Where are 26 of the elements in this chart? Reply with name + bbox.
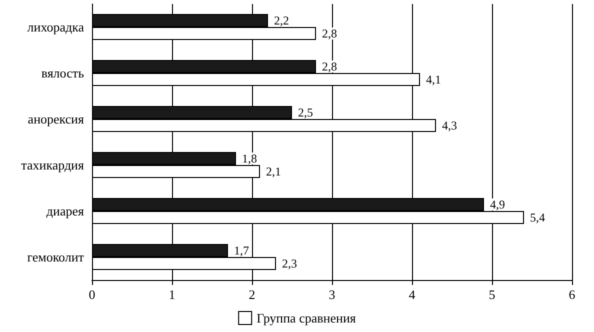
data-label: 1,7 — [234, 244, 249, 258]
x-tick-label: 6 — [568, 287, 576, 302]
data-label: 2,2 — [274, 14, 289, 28]
data-label: 2,8 — [322, 26, 337, 40]
data-label: 2,3 — [282, 256, 297, 270]
x-tick-label: 0 — [88, 287, 96, 302]
data-label: 4,3 — [442, 118, 457, 132]
x-tick-label: 1 — [168, 287, 176, 302]
y-tick-label: лихорадка — [27, 20, 84, 34]
x-tick-label: 5 — [488, 287, 496, 302]
x-tick-label: 4 — [408, 287, 416, 302]
y-tick-label: диарея — [46, 204, 84, 218]
y-tick-label: гемоколит — [27, 250, 84, 264]
data-label: 2,8 — [322, 60, 337, 74]
legend-label: Группа сравнения — [256, 310, 356, 326]
data-label: 1,8 — [242, 152, 257, 166]
data-label: 2,1 — [266, 164, 281, 178]
data-label: 4,9 — [490, 198, 505, 212]
y-tick-label: анорексия — [28, 112, 84, 126]
y-tick-label: тахикардия — [21, 158, 84, 172]
data-label: 2,5 — [298, 106, 313, 120]
x-tick-label: 2 — [248, 287, 256, 302]
data-label: 5,4 — [530, 210, 545, 224]
y-tick-label: вялость — [41, 66, 84, 80]
data-label: 4,1 — [426, 72, 441, 86]
x-tick-label: 3 — [328, 287, 336, 302]
